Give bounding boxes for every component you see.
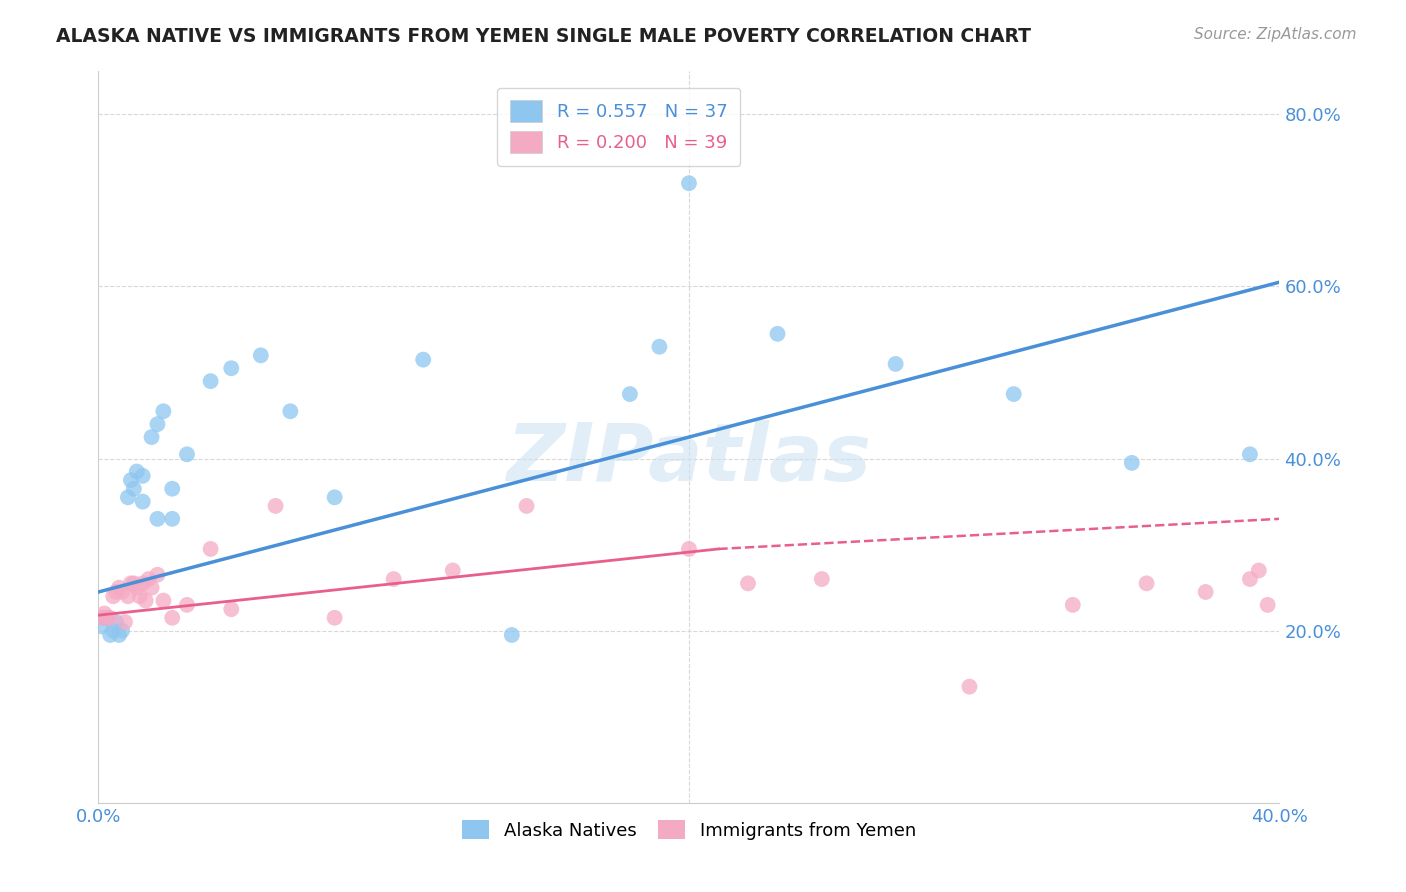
Point	[441, 564, 464, 578]
Point	[1195, 585, 1218, 599]
Point	[162, 611, 183, 625]
Point	[200, 541, 222, 556]
Point	[162, 482, 183, 496]
Point	[98, 611, 121, 625]
Point	[108, 628, 131, 642]
Point	[1121, 456, 1143, 470]
Point	[117, 589, 139, 603]
Point	[93, 607, 115, 621]
Point	[96, 611, 118, 625]
Point	[117, 491, 139, 505]
Point	[146, 417, 169, 432]
Point	[323, 491, 346, 505]
Point	[132, 468, 155, 483]
Point	[1239, 572, 1261, 586]
Point	[162, 512, 183, 526]
Point	[412, 352, 434, 367]
Point	[250, 348, 273, 362]
Point	[152, 404, 174, 418]
Text: Source: ZipAtlas.com: Source: ZipAtlas.com	[1194, 27, 1357, 42]
Point	[264, 499, 287, 513]
Point	[323, 611, 346, 625]
Point	[1239, 447, 1261, 461]
Point	[146, 512, 169, 526]
Point	[108, 581, 131, 595]
Point	[176, 447, 198, 461]
Point	[221, 602, 243, 616]
Point	[146, 567, 169, 582]
Point	[90, 619, 112, 633]
Point	[120, 576, 142, 591]
Point	[132, 576, 155, 591]
Point	[280, 404, 302, 418]
Point	[138, 572, 160, 586]
Point	[200, 374, 222, 388]
Point	[128, 589, 150, 603]
Point	[125, 465, 148, 479]
Point	[111, 585, 134, 599]
Point	[766, 326, 789, 341]
Legend: Alaska Natives, Immigrants from Yemen: Alaska Natives, Immigrants from Yemen	[453, 811, 925, 848]
Point	[501, 628, 523, 642]
Point	[98, 628, 121, 642]
Point	[120, 473, 142, 487]
Point	[648, 340, 671, 354]
Point	[105, 585, 128, 599]
Point	[1136, 576, 1159, 591]
Point	[1247, 564, 1270, 578]
Text: ZIPatlas: ZIPatlas	[506, 420, 872, 498]
Point	[141, 430, 163, 444]
Point	[678, 176, 700, 190]
Point	[1257, 598, 1279, 612]
Point	[737, 576, 759, 591]
Point	[152, 593, 174, 607]
Point	[96, 611, 118, 625]
Point	[516, 499, 538, 513]
Point	[382, 572, 405, 586]
Point	[1002, 387, 1025, 401]
Point	[105, 615, 128, 629]
Point	[810, 572, 832, 586]
Point	[111, 624, 134, 638]
Point	[141, 581, 163, 595]
Point	[619, 387, 641, 401]
Point	[90, 611, 112, 625]
Point	[122, 576, 145, 591]
Point	[884, 357, 907, 371]
Point	[132, 494, 155, 508]
Point	[103, 589, 125, 603]
Point	[959, 680, 981, 694]
Point	[678, 541, 700, 556]
Point	[1062, 598, 1084, 612]
Point	[114, 615, 136, 629]
Point	[103, 624, 125, 638]
Point	[135, 593, 157, 607]
Text: ALASKA NATIVE VS IMMIGRANTS FROM YEMEN SINGLE MALE POVERTY CORRELATION CHART: ALASKA NATIVE VS IMMIGRANTS FROM YEMEN S…	[56, 27, 1031, 45]
Point	[122, 482, 145, 496]
Point	[176, 598, 198, 612]
Point	[93, 611, 115, 625]
Point	[221, 361, 243, 376]
Point	[125, 581, 148, 595]
